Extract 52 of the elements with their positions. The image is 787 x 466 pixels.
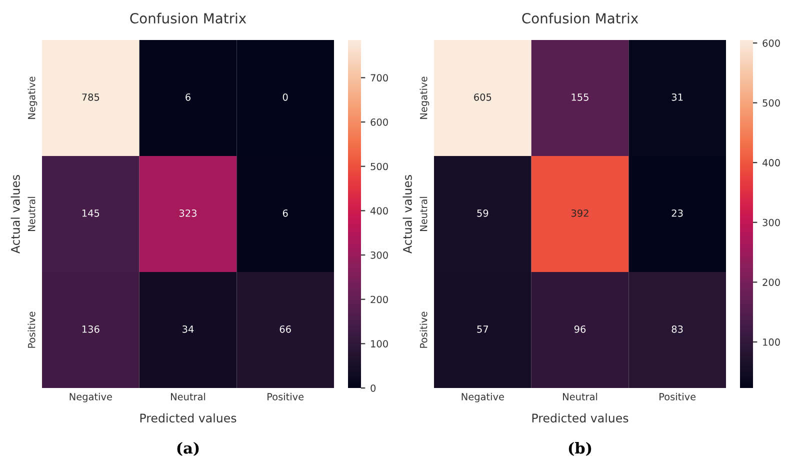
data-label: 392 (571, 209, 588, 217)
y-tick-label: Negative (28, 76, 38, 119)
data-label: 136 (82, 325, 100, 333)
data-label: 23 (672, 209, 683, 217)
data-label: 155 (572, 94, 588, 101)
chart-title: Confusion Matrix (522, 12, 638, 24)
data-label: 83 (672, 325, 683, 333)
y-axis-title: Actual values (10, 175, 20, 254)
color-bar-label: 100 (371, 340, 388, 348)
data-label: 605 (474, 93, 492, 101)
data-label: 96 (574, 325, 586, 333)
x-tick-label: Neutral (563, 392, 598, 400)
x-axis-title: Predicted values (532, 413, 628, 423)
color-bar-label: 500 (762, 99, 780, 107)
color-bar-label: 700 (370, 74, 388, 82)
color-bar-label: 200 (370, 296, 388, 304)
text: (b) (568, 442, 592, 456)
x-axis-title: Predicted values (140, 413, 236, 423)
color-bar-label: 300 (370, 251, 388, 259)
color-bar-label: 300 (762, 218, 780, 226)
data-label: 6 (282, 209, 288, 217)
color-bar-label: 600 (370, 118, 388, 126)
data-label: 66 (280, 325, 291, 333)
data-label: 6 (186, 93, 190, 101)
y-tick-label: Neutral (420, 196, 428, 231)
text: (a) (177, 442, 199, 456)
data-label: 57 (477, 326, 488, 333)
y-tick-label: Negative (420, 76, 430, 119)
y-tick-label: Neutral (28, 196, 36, 231)
x-tick-label: Negative (462, 392, 504, 402)
color-bar-label: 400 (762, 159, 780, 166)
x-tick-label: Positive (268, 392, 304, 400)
x-tick-label: Negative (70, 392, 112, 402)
data-label: 34 (182, 325, 194, 333)
data-label: 145 (82, 210, 100, 217)
y-tick-label: Positive (28, 312, 36, 348)
color-bar-label: 0 (370, 384, 376, 392)
data-label: 59 (477, 209, 488, 217)
x-tick-label: Neutral (171, 392, 206, 400)
chart-title: Confusion Matrix (130, 12, 246, 24)
color-bar-label: 200 (762, 278, 780, 286)
data-label: 323 (179, 209, 196, 217)
y-axis-title: Actual values (402, 175, 412, 254)
data-label: 0 (282, 93, 288, 101)
color-bar-label: 100 (763, 338, 780, 346)
color-bar-label: 400 (370, 207, 388, 215)
data-label: 31 (672, 93, 683, 101)
color-bar-label: 600 (762, 39, 780, 47)
x-tick-label: Positive (660, 392, 696, 400)
y-tick-label: Positive (420, 312, 428, 348)
data-label: 785 (82, 93, 100, 101)
color-bar-label: 500 (370, 162, 388, 170)
